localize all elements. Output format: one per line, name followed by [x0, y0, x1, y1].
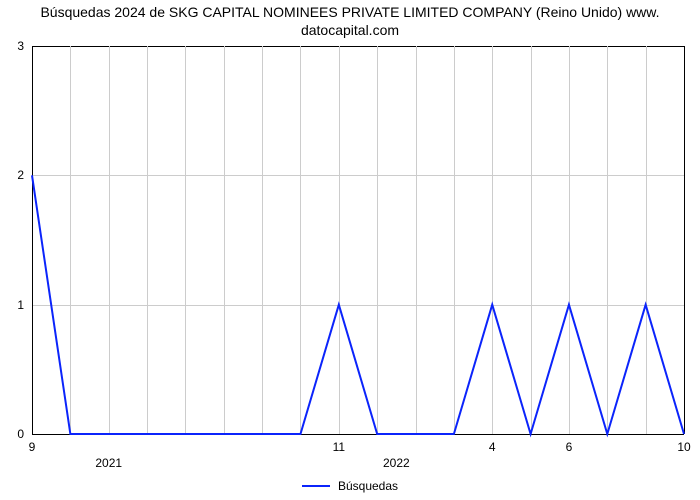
y-tick-label: 1 — [17, 298, 24, 312]
x-tick-label: 4 — [489, 440, 496, 454]
x-year-label: 2021 — [95, 456, 122, 470]
x-tick-label: 11 — [333, 440, 345, 454]
x-year-label: 2022 — [383, 456, 410, 470]
x-tick-label: 9 — [29, 440, 36, 454]
chart-container: Búsquedas 2024 de SKG CAPITAL NOMINEES P… — [0, 0, 700, 500]
title-line-1: Búsquedas 2024 de SKG CAPITAL NOMINEES P… — [40, 4, 659, 20]
legend-label: Búsquedas — [338, 479, 398, 493]
y-tick-label: 3 — [17, 39, 24, 53]
chart-title: Búsquedas 2024 de SKG CAPITAL NOMINEES P… — [0, 4, 700, 39]
title-line-2: datocapital.com — [301, 22, 399, 38]
x-tick-label: 10 — [677, 440, 690, 454]
series-line — [32, 175, 684, 434]
legend-item: Búsquedas — [302, 479, 398, 493]
y-tick-label: 0 — [17, 427, 24, 441]
axis-right — [684, 46, 685, 434]
series-svg — [32, 46, 684, 434]
legend: Búsquedas — [0, 476, 700, 493]
y-tick-label: 2 — [17, 168, 24, 182]
plot-area: 0123911461020212022 — [32, 46, 684, 434]
x-tick-label: 6 — [566, 440, 573, 454]
legend-swatch — [302, 485, 330, 487]
